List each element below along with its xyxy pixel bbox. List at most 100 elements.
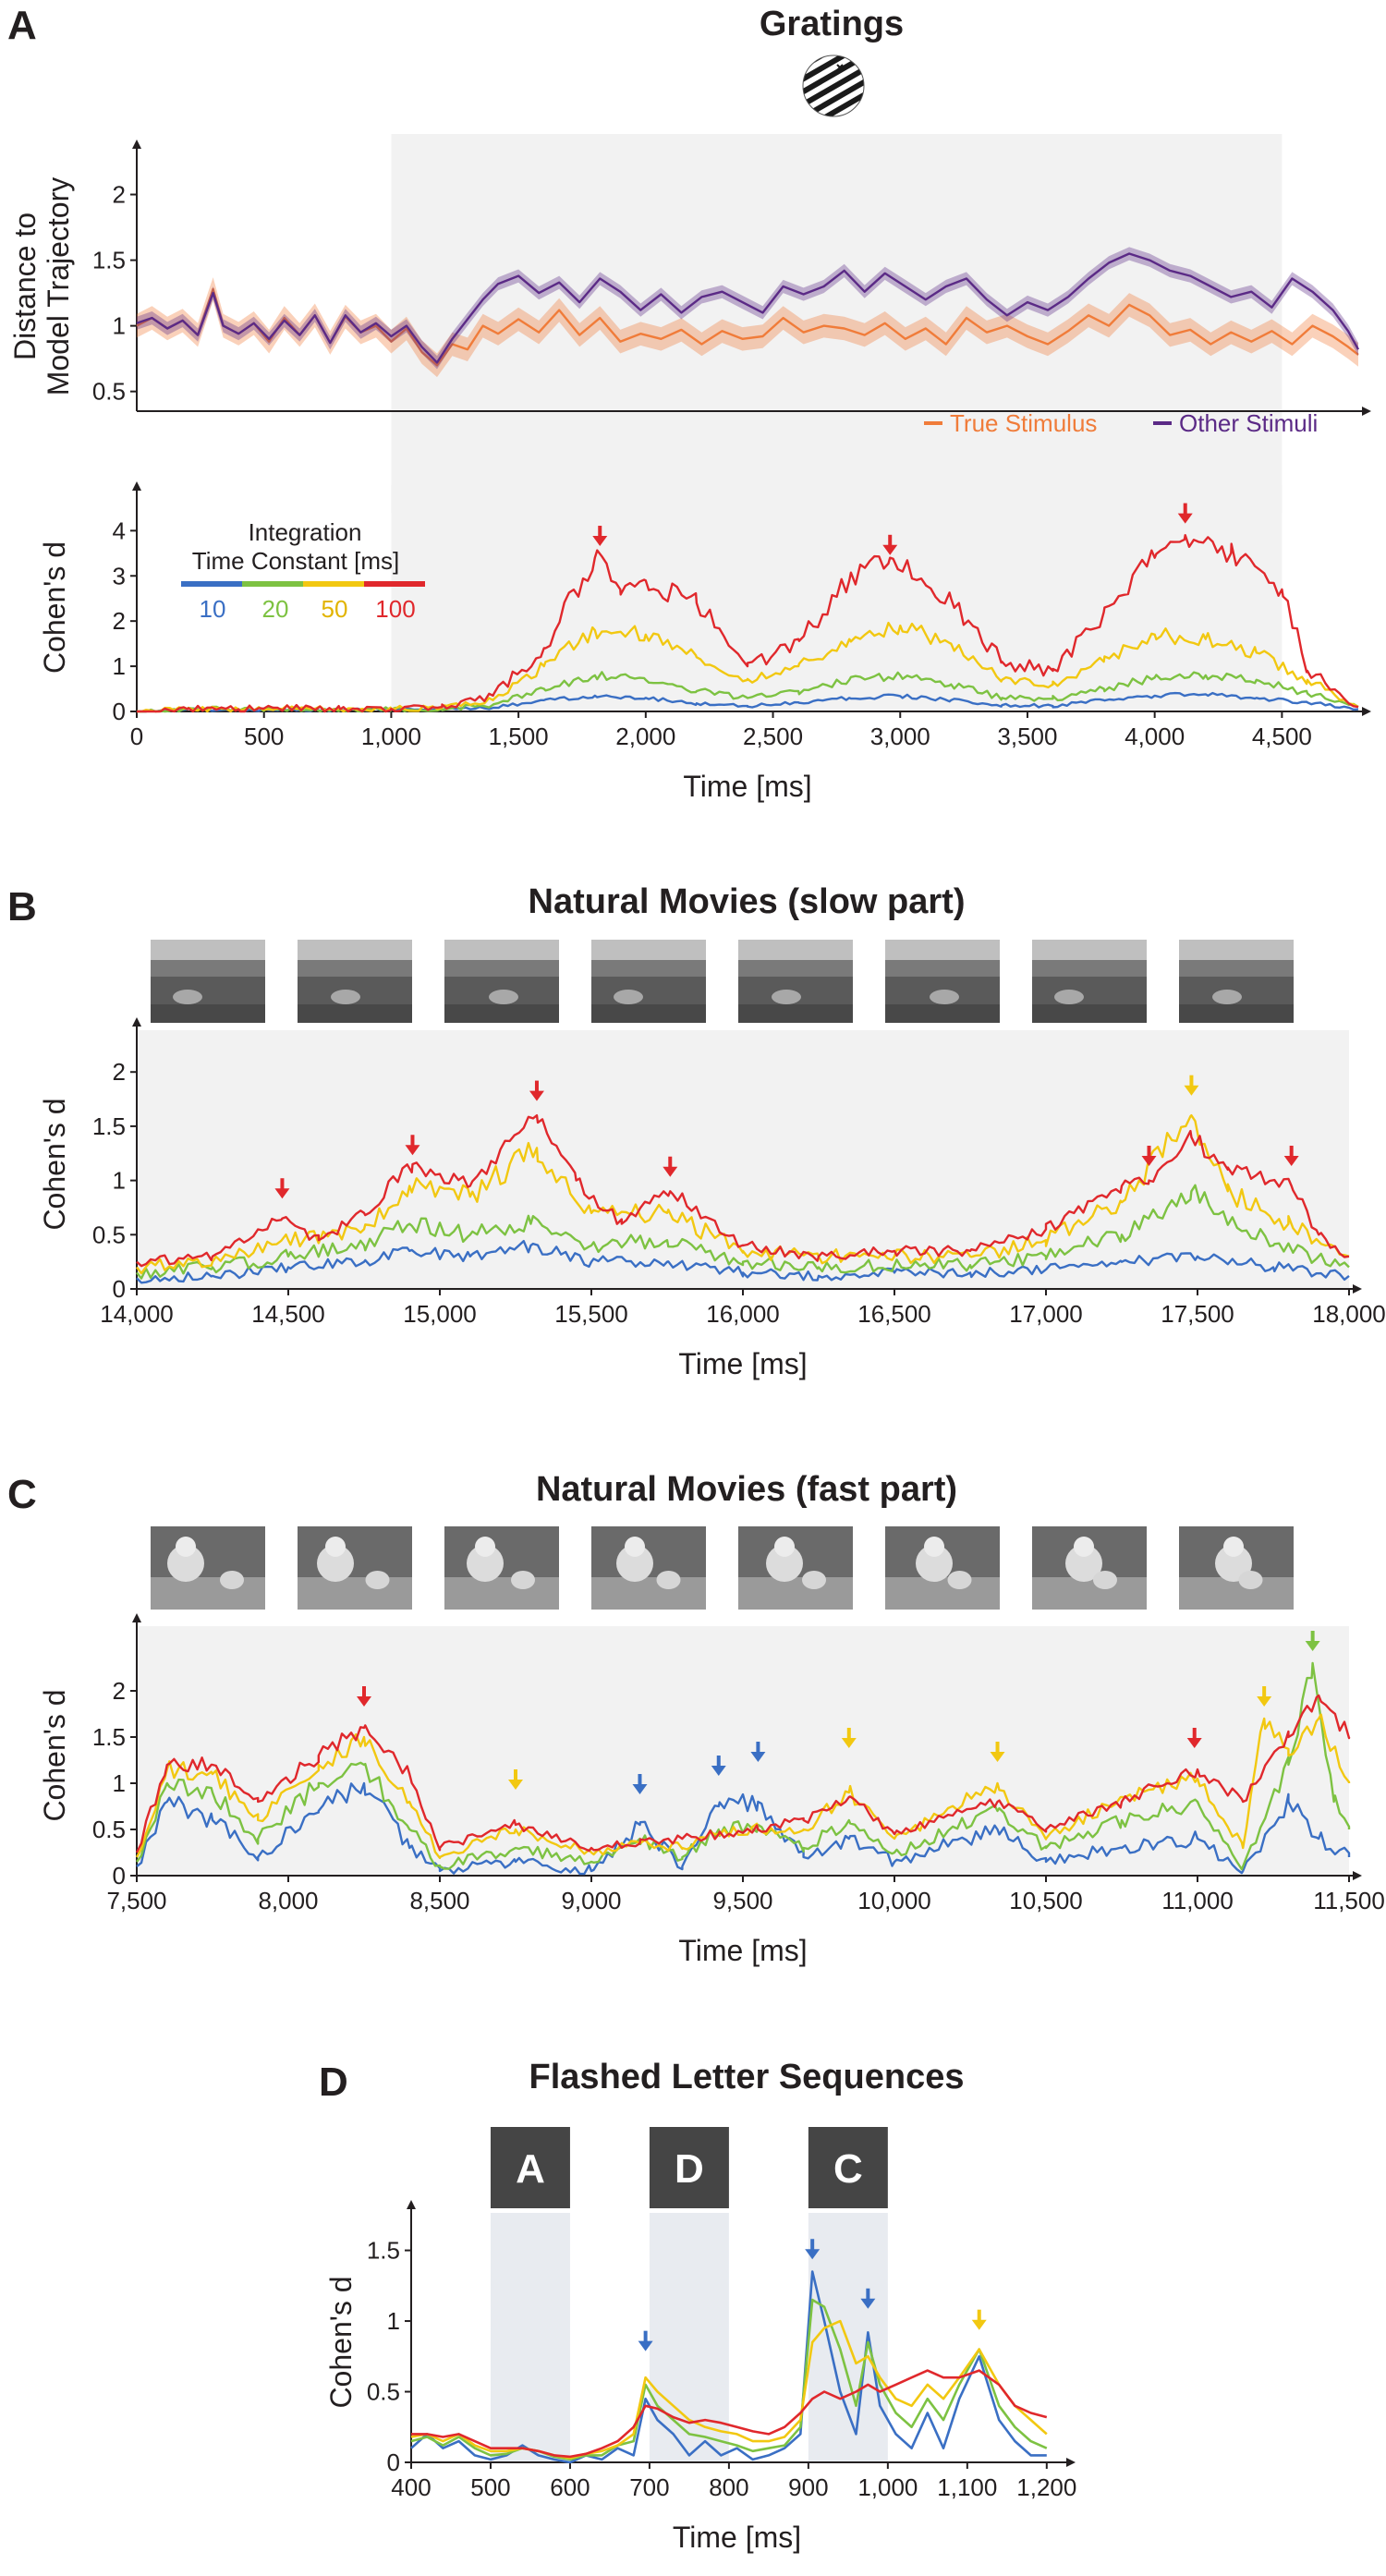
- legend-label-100: 100: [375, 595, 415, 623]
- frame-toy-large: [616, 1545, 653, 1582]
- peak-arrow: [711, 1766, 726, 1776]
- peak-arrow: [990, 1752, 1005, 1762]
- panel-title-d: Flashed Letter Sequences: [529, 2058, 965, 2096]
- frame-clearing: [173, 990, 202, 1004]
- x-axis-arrow: [1066, 2458, 1076, 2467]
- chart-cohens-d-gratings: 0 1 2 3 4 0 500 1,000 1,500 2,000 2,500 3,000 3,500 4…: [38, 481, 1371, 803]
- y-axis-label: Cohen's d: [324, 2276, 358, 2408]
- frame-sky: [738, 940, 853, 960]
- x-tick-label: 600: [550, 2473, 590, 2501]
- peak-arrow: [860, 2298, 876, 2309]
- x-axis-label: Time [ms]: [673, 2521, 801, 2554]
- x-tick-label: 10,500: [1009, 1887, 1083, 1914]
- x-tick-label: 800: [709, 2473, 748, 2501]
- movie-frame: [444, 1526, 559, 1610]
- frame-sky: [1032, 940, 1147, 960]
- movie-frames-slow: [151, 940, 1294, 1023]
- movie-frame: [151, 1526, 265, 1610]
- series-line-20: [136, 1661, 1351, 1871]
- peak-arrow: [357, 1696, 371, 1707]
- frame-clearing: [614, 990, 643, 1004]
- y-tick-label: 0: [387, 2448, 400, 2476]
- movie-frame: [298, 940, 412, 1023]
- peak-arrow: [750, 1752, 766, 1762]
- movie-frame: [738, 1526, 853, 1610]
- y-tick-label: 0: [113, 1862, 126, 1889]
- frame-horizon: [298, 960, 412, 977]
- frame-toy-small: [802, 1571, 826, 1589]
- frame-toy-head: [1074, 1537, 1094, 1557]
- y-tick-label: 4: [113, 516, 126, 544]
- peak-arrow: [632, 1784, 648, 1794]
- y-tick-label: 0.5: [367, 2378, 400, 2406]
- panel-letter-b: B: [7, 884, 37, 930]
- frame-ground: [1179, 1004, 1294, 1023]
- peak-arrow: [638, 2340, 653, 2351]
- legend-label-10: 10: [200, 595, 226, 623]
- frame-ground: [298, 1004, 412, 1023]
- frame-clearing: [772, 990, 801, 1004]
- frame-toy-head: [924, 1537, 944, 1557]
- frame-toy-small: [947, 1571, 972, 1589]
- peak-arrow: [508, 1780, 523, 1790]
- x-tick-label: 16,500: [857, 1300, 931, 1328]
- frame-toy-small: [1238, 1571, 1263, 1589]
- y-tick-label: 0.5: [92, 1816, 126, 1843]
- x-axis-arrow: [1353, 1871, 1362, 1880]
- y-axis-arrow: [132, 1613, 141, 1622]
- y-tick-label: 0.5: [92, 378, 126, 406]
- x-tick-label: 500: [244, 723, 284, 750]
- frame-sky: [151, 940, 265, 960]
- frame-toy-large: [317, 1545, 354, 1582]
- panel-letter-a: A: [7, 3, 37, 48]
- panel-title-c: Natural Movies (fast part): [536, 1470, 957, 1509]
- frame-floor: [151, 1577, 265, 1610]
- frame-sky: [591, 940, 706, 960]
- x-tick-label: 17,500: [1161, 1300, 1234, 1328]
- frame-toy-large: [167, 1545, 204, 1582]
- frame-floor: [1179, 1577, 1294, 1610]
- y-axis-label-line-2: Model Trajectory: [42, 177, 75, 396]
- movie-frame: [1032, 1526, 1147, 1610]
- frame-ground: [151, 1004, 265, 1023]
- frame-clearing: [1212, 990, 1242, 1004]
- y-tick-label: 0.5: [92, 1221, 126, 1248]
- y-tick-label: 1.5: [367, 2237, 400, 2265]
- movie-frame: [151, 940, 265, 1023]
- frame-clearing: [331, 990, 360, 1004]
- letter-box: [649, 2127, 729, 2208]
- letter-window: [490, 2213, 570, 2462]
- y-tick-label: 1: [387, 2307, 400, 2335]
- frame-ground: [738, 1004, 853, 1023]
- x-tick-label: 15,000: [403, 1300, 477, 1328]
- legend-label-other-stimuli: Other Stimuli: [1179, 409, 1318, 437]
- peak-arrow: [841, 1738, 857, 1748]
- y-tick-label: 2: [113, 1058, 126, 1086]
- peak-arrow: [805, 2249, 821, 2260]
- frame-toy-large: [467, 1545, 504, 1582]
- frame-toy-head: [176, 1537, 196, 1557]
- x-tick-label: 16,000: [706, 1300, 780, 1328]
- chart-cohens-d-movies-slow: 0 0.5 1 1.5 2 14,000 14,500 15,000 15,500 16,000 1…: [38, 1017, 1386, 1380]
- movie-frame: [885, 940, 1000, 1023]
- x-tick-label: 1,000: [361, 723, 421, 750]
- frame-toy-small: [365, 1571, 390, 1589]
- movie-frame: [885, 1526, 1000, 1610]
- frame-toy-large: [916, 1545, 953, 1582]
- movie-frame: [444, 940, 559, 1023]
- legend-label-20: 20: [262, 595, 289, 623]
- frame-toy-large: [1215, 1545, 1252, 1582]
- chart-cohens-d-letters: 0 0.5 1 1.5 400 500 600 700 800 900 1,000 1,100 1,20…: [324, 2200, 1076, 2554]
- peak-arrow: [882, 544, 898, 555]
- frame-toy-large: [766, 1545, 803, 1582]
- panel-title-b: Natural Movies (slow part): [529, 882, 966, 921]
- frame-ground: [885, 1004, 1000, 1023]
- letter-box-label: A: [516, 2146, 545, 2192]
- y-tick-label: 2: [113, 1677, 126, 1705]
- chart-cohens-d-movies-fast: 0 0.5 1 1.5 2 7,500 8,000 8,500 9,000 9,500 10,000…: [38, 1613, 1385, 1967]
- legend-label-50: 50: [322, 595, 348, 623]
- frame-toy-small: [220, 1571, 244, 1589]
- x-tick-label: 11,000: [1161, 1887, 1234, 1914]
- letter-box: [808, 2127, 888, 2208]
